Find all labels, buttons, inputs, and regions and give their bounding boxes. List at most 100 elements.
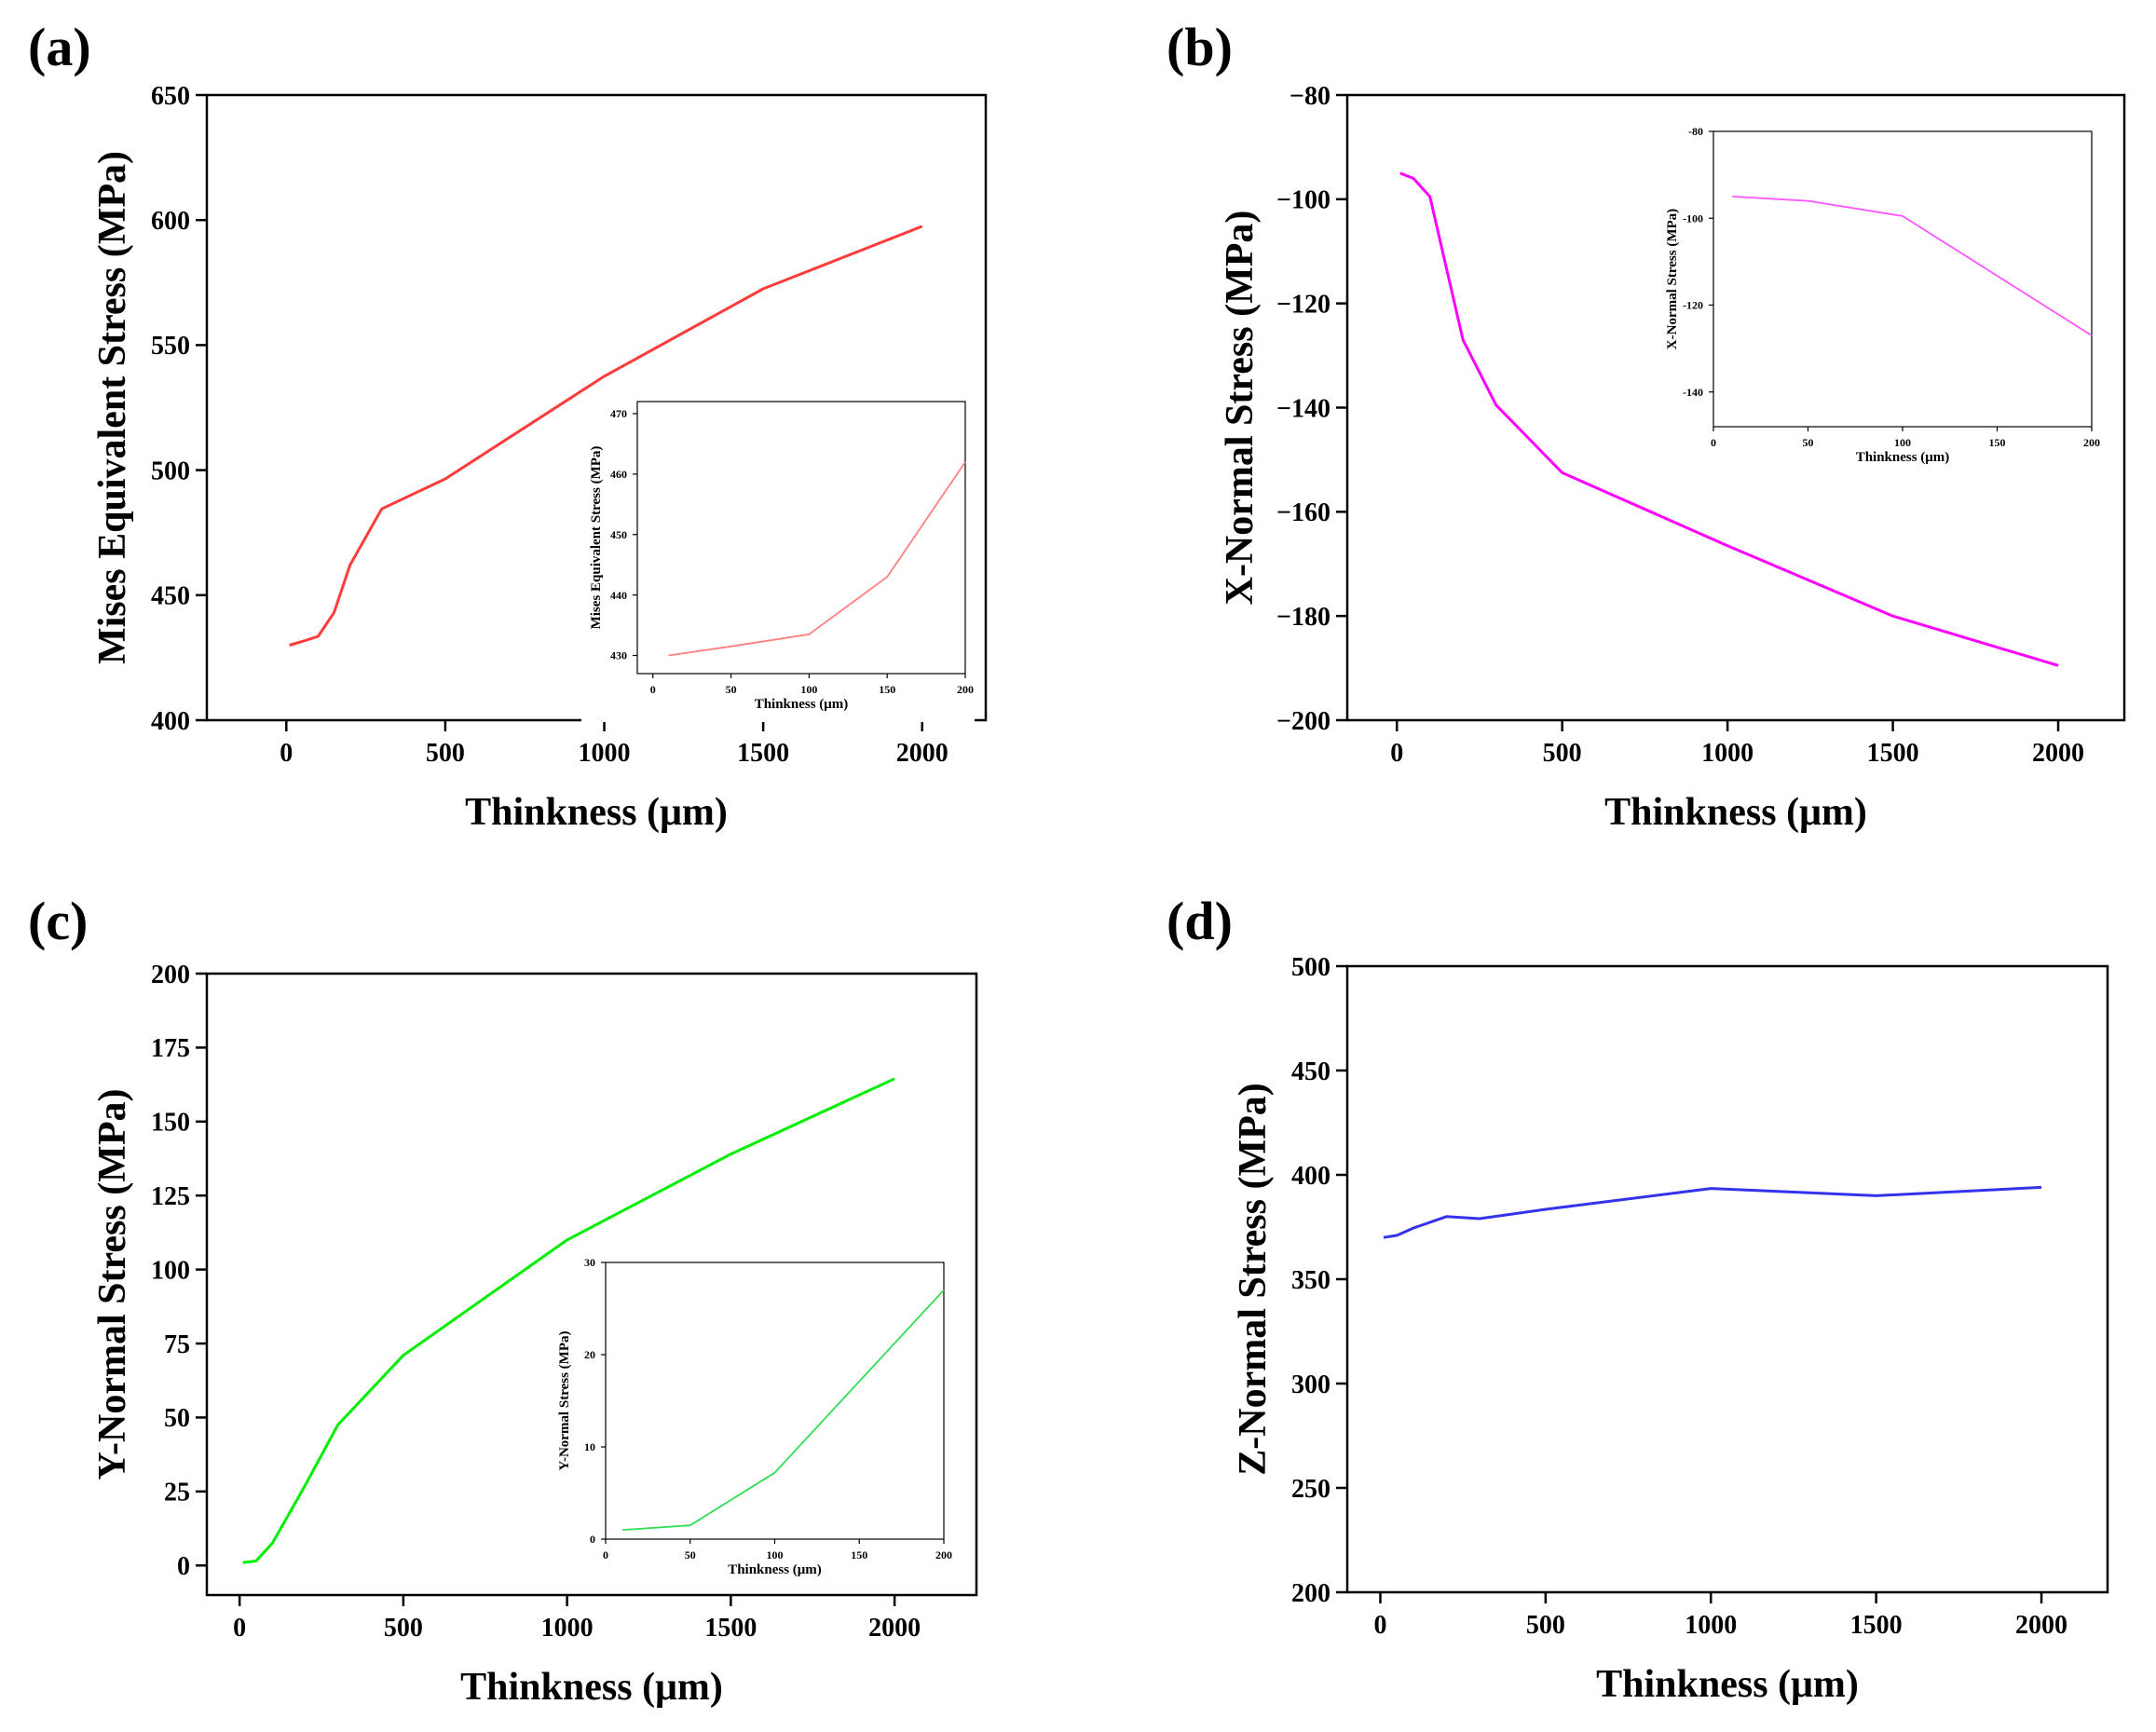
inset-a-y-tick-label: 470 [610,407,627,420]
panel-d-x-axis-title: Thinkness (μm) [1596,1663,1859,1706]
panel-c: (c)0 500 1000 1500 2000025507510012515017520… [28,891,978,1709]
panel-a-y-axis-title: Mises Equivalent Stress (MPa) [91,151,134,664]
panel-d-x-tick-label: 2000 [2015,1611,2067,1640]
inset-b-y-tick-label: -100 [1683,211,1703,225]
panel-d-y-tick-label: 250 [1291,1475,1330,1504]
inset-a-x-tick-label: 100 [800,683,817,696]
panel-b-y-tick-label: −140 [1276,394,1330,423]
inset-a-y-axis-title: Mises Equivalent Stress (MPa) [589,446,604,630]
inset-a-y-tick-label: 460 [610,468,627,481]
panel-c-x-tick-label: 1500 [704,1614,757,1643]
inset-c-background [550,1255,953,1588]
inset-a-y-tick-label: 430 [610,649,627,662]
inset-c-x-tick-label: 50 [685,1548,696,1562]
inset-a-background [581,394,975,722]
panel-a-y-tick-label: 650 [151,82,190,111]
panel-d-x-tick-label: 1000 [1685,1611,1737,1640]
panel-d-series-line [1383,1185,2042,1239]
inset-c-x-tick-label: 0 [603,1548,608,1562]
inset-b-x-tick-label: 200 [2083,436,2100,449]
panel-d-plot-frame [1345,964,2109,1594]
panel-a-x-axis-title: Thinkness (μm) [465,791,728,834]
inset-a-series-line [668,461,966,657]
panel-c-plot-frame [205,972,978,1597]
panel-d-y-tick-label: 450 [1291,1057,1330,1086]
inset-b-y-axis-title: X-Normal Stress (MPa) [1665,209,1680,349]
panel-label-a: (a) [28,17,91,77]
panel-a-x-tick-label: 0 [280,739,293,768]
inset-c-y-tick-label: 20 [584,1348,595,1361]
inset-b: 0 50 100 150 200 -80 -100 -120 -140 Thinkness (μm… [1658,124,2101,475]
inset-c-x-tick-label: 100 [767,1548,784,1562]
panel-a-y-tick-label: 550 [151,332,190,361]
inset-c: 0 50 100 150 200 0 10 20 30 Thinkness (μm) Y-Norma… [550,1255,953,1588]
panel-c-y-tick-label: 150 [151,1109,190,1138]
inset-a-x-tick-label: 150 [879,683,895,696]
panel-c-y-tick-label: 100 [151,1256,190,1285]
panel-a-x-tick-label: 500 [426,739,465,768]
panel-c-y-tick-label: 175 [151,1034,190,1063]
inset-b-x-axis-title: Thinkness (μm) [1856,450,1950,465]
inset-c-x-tick-label: 150 [851,1548,867,1562]
inset-b-x-tick-label: 150 [1989,436,2006,449]
inset-a: 0 50 100 150 200 430 440 450 460 470 Thinkness (μm… [581,394,975,722]
panel-b-y-tick-label: −80 [1290,82,1330,111]
panel-c-y-tick-label: 25 [164,1479,190,1507]
panel-d-x-tick-label: 0 [1373,1611,1386,1640]
panel-a-y-tick-label: 500 [151,457,190,485]
panel-b-x-tick-label: 500 [1543,739,1582,768]
inset-b-series-line [1732,196,2093,336]
inset-c-y-tick-label: 0 [590,1533,595,1546]
panel-b-x-tick-label: 1500 [1867,739,1919,768]
panel-c-x-tick-label: 2000 [868,1614,921,1643]
panel-d-y-axis-title: Z-Normal Stress (MPa) [1232,1083,1275,1475]
panel-b-y-tick-label: −160 [1276,498,1330,527]
panel-d-y-tick-label: 200 [1291,1579,1330,1608]
panel-b-y-tick-label: −200 [1276,707,1330,736]
panel-d-y-tick-label: 400 [1291,1162,1330,1191]
panel-c-series-line [242,1077,895,1564]
inset-a-plot-frame [636,401,966,675]
inset-b-y-tick-label: -80 [1688,125,1703,138]
panel-b-y-axis-title: X-Normal Stress (MPa) [1219,211,1262,606]
inset-a-x-tick-label: 0 [650,683,656,696]
panel-b-x-axis-title: Thinkness (μm) [1604,791,1867,834]
panel-a-x-tick-label: 1500 [737,739,789,768]
inset-b-x-tick-label: 100 [1894,436,1911,449]
panel-d-x-tick-label: 1500 [1850,1611,1903,1640]
panel-a-y-tick-label: 600 [151,207,190,236]
panel-c-y-axis-title: Y-Normal Stress (MPa) [91,1089,134,1480]
panel-a-x-tick-label: 2000 [896,739,948,768]
panel-c-y-tick-label: 75 [164,1330,190,1359]
panel-c-y-tick-label: 50 [164,1404,190,1433]
inset-c-x-axis-title: Thinkness (μm) [728,1562,822,1577]
panel-b-y-tick-label: −100 [1276,186,1330,215]
panel-label-c: (c) [28,891,88,951]
panel-b-y-tick-label: −180 [1276,603,1330,632]
panel-d-y-tick-label: 350 [1291,1266,1330,1295]
panel-b: (b)0 500 1000 1500 2000−80−100−120−140−160−1… [1167,17,2126,834]
panel-b-x-tick-label: 0 [1390,739,1403,768]
panel-label-d: (d) [1167,891,1233,951]
panel-b-y-tick-label: −120 [1276,290,1330,319]
panel-c-x-tick-label: 1000 [541,1614,594,1643]
panel-c-y-tick-label: 200 [151,961,190,989]
inset-b-x-tick-label: 0 [1711,436,1716,449]
panel-a-y-tick-label: 400 [151,707,190,736]
panel-d-y-tick-label: 300 [1291,1371,1330,1399]
inset-c-y-tick-label: 10 [584,1440,595,1453]
panel-c-y-tick-label: 125 [151,1182,190,1211]
panel-a: (a)0 500 1000 1500 2000400450500550600650Thi… [28,17,988,834]
panel-a-y-tick-label: 450 [151,582,190,611]
inset-b-y-tick-label: -120 [1683,299,1703,312]
panel-a-series-line [289,225,923,647]
panel-label-b: (b) [1167,17,1233,77]
inset-c-y-tick-label: 30 [584,1256,595,1269]
panel-c-x-tick-label: 500 [384,1614,423,1643]
panel-c-x-tick-label: 0 [233,1614,246,1643]
inset-a-y-tick-label: 450 [610,528,627,541]
panel-a-x-tick-label: 1000 [579,739,631,768]
inset-a-x-tick-label: 50 [726,683,737,696]
inset-a-x-axis-title: Thinkness (μm) [755,697,849,712]
